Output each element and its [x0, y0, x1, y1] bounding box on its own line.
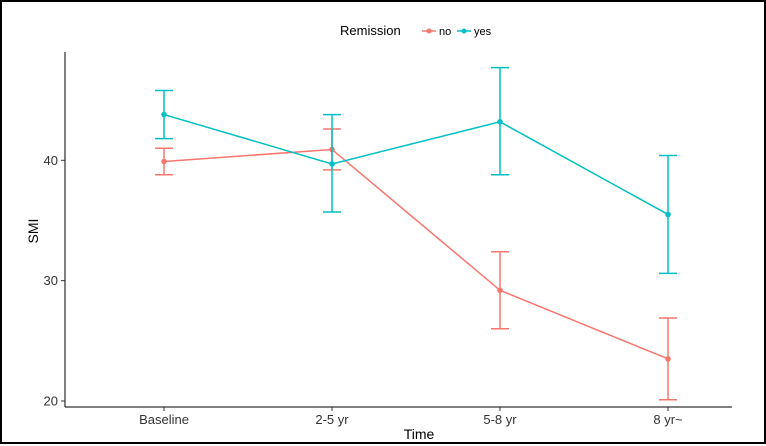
series-line-yes: [163, 113, 669, 216]
data-point-no-0: [161, 158, 167, 165]
data-point-yes-2: [497, 118, 503, 125]
legend-label-yes: yes: [474, 26, 492, 38]
x-ticks: Baseline 2-5 yr 5-8 yr 8 yr~: [139, 407, 683, 427]
y-tick-label-40: 40: [44, 153, 58, 168]
data-point-no-3: [665, 356, 671, 362]
legend: Remission no yes: [340, 23, 492, 38]
legend-key-no-point: [426, 28, 432, 34]
legend-key-no: [422, 28, 436, 34]
x-tick-label-2: 5-8 yr: [483, 412, 517, 427]
series-yes: [155, 66, 677, 275]
legend-title: Remission: [340, 23, 401, 38]
x-tick-label-3: 8 yr~: [653, 412, 683, 427]
y-ticks: 20 30 40: [44, 153, 65, 408]
x-tick-label-1: 2-5 yr: [315, 412, 349, 427]
series-no: [155, 128, 677, 401]
x-tick-label-0: Baseline: [139, 412, 189, 427]
data-point-no-2: [497, 287, 503, 294]
y-axis-title: SMI: [25, 219, 41, 244]
series-layer: [155, 66, 677, 401]
legend-label-no: no: [439, 26, 451, 38]
series-line-no: [163, 148, 669, 360]
legend-key-yes-point: [461, 28, 467, 34]
y-tick-label-20: 20: [44, 393, 58, 408]
data-point-yes-0: [161, 111, 167, 118]
data-point-yes-1: [329, 161, 335, 167]
data-point-yes-3: [665, 211, 671, 218]
y-tick-label-30: 30: [44, 273, 58, 288]
legend-key-yes: [457, 28, 471, 34]
x-axis-title: Time: [404, 426, 435, 442]
